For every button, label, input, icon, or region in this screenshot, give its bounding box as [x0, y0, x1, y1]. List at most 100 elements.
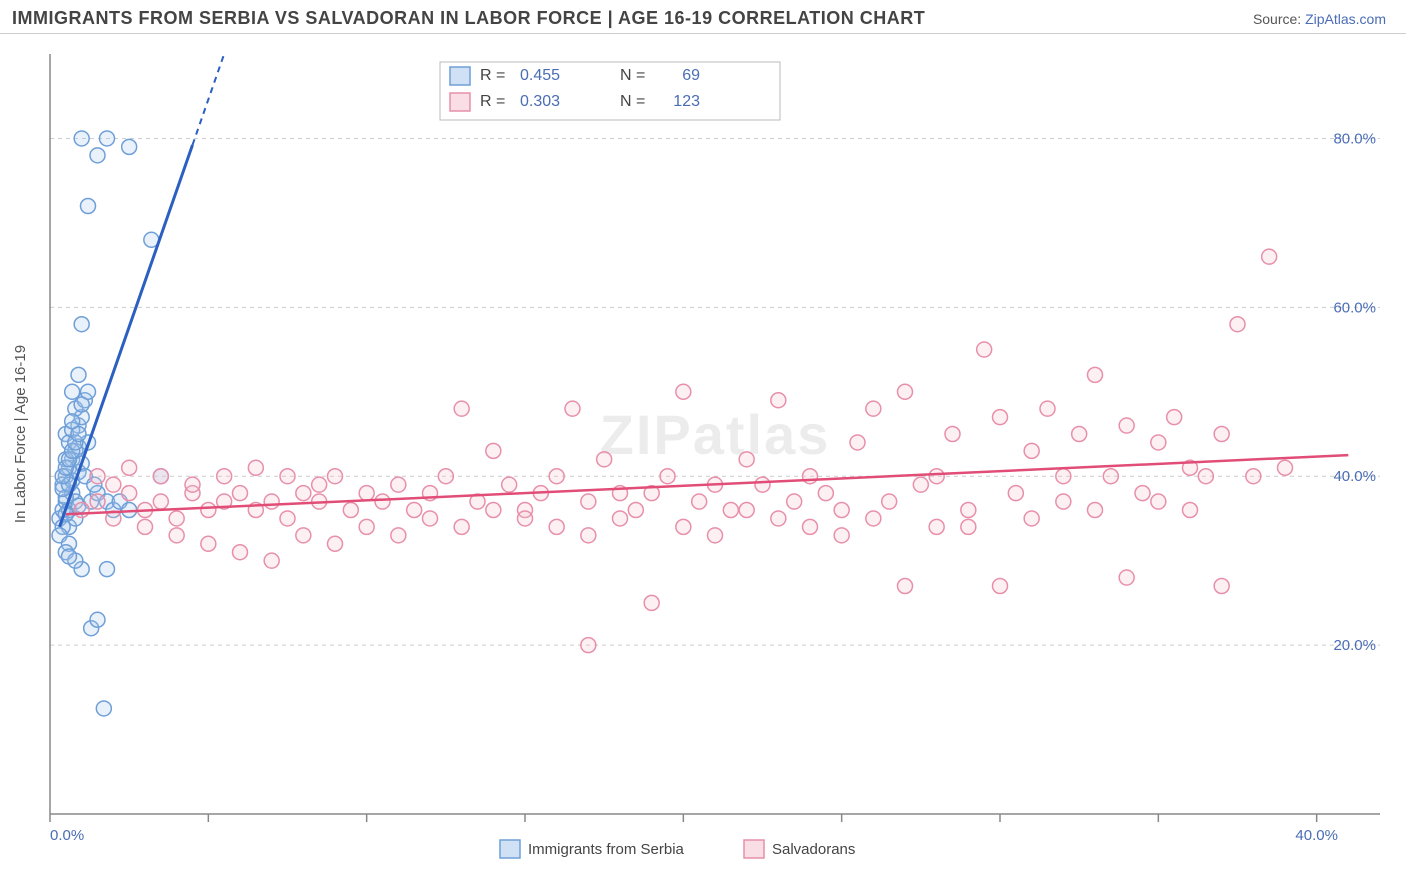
data-point	[549, 469, 564, 484]
data-point	[581, 494, 596, 509]
data-point	[391, 477, 406, 492]
data-point	[787, 494, 802, 509]
legend-n-label: N =	[620, 93, 645, 110]
data-point	[929, 469, 944, 484]
data-point	[328, 469, 343, 484]
data-point	[628, 503, 643, 518]
data-point	[1040, 401, 1055, 416]
data-point	[153, 469, 168, 484]
data-point	[71, 367, 86, 382]
data-point	[138, 519, 153, 534]
data-point	[1278, 460, 1293, 475]
data-point	[739, 452, 754, 467]
data-point	[375, 494, 390, 509]
data-point	[1214, 579, 1229, 594]
data-point	[233, 486, 248, 501]
data-point	[296, 486, 311, 501]
data-point	[708, 528, 723, 543]
data-point	[122, 486, 137, 501]
data-point	[723, 503, 738, 518]
data-point	[613, 511, 628, 526]
legend-r-value: 0.455	[520, 67, 560, 84]
y-tick-label: 40.0%	[1333, 468, 1376, 485]
legend-n-value: 69	[682, 67, 700, 84]
source-label: Source:	[1253, 11, 1301, 27]
data-point	[834, 528, 849, 543]
legend-n-value: 123	[673, 93, 700, 110]
data-point	[692, 494, 707, 509]
data-point	[90, 469, 105, 484]
legend-swatch	[450, 93, 470, 111]
data-point	[185, 477, 200, 492]
data-point	[454, 401, 469, 416]
data-point	[882, 494, 897, 509]
data-point	[169, 528, 184, 543]
data-point	[248, 460, 263, 475]
footer-legend-swatch	[744, 840, 764, 858]
data-point	[739, 503, 754, 518]
data-point	[71, 427, 86, 442]
data-point	[1246, 469, 1261, 484]
data-point	[581, 638, 596, 653]
data-point	[359, 486, 374, 501]
data-point	[1103, 469, 1118, 484]
data-point	[993, 410, 1008, 425]
y-tick-label: 80.0%	[1333, 130, 1376, 147]
data-point	[391, 528, 406, 543]
data-point	[328, 536, 343, 551]
data-point	[1056, 494, 1071, 509]
data-point	[343, 503, 358, 518]
data-point	[866, 401, 881, 416]
data-point	[169, 511, 184, 526]
data-point	[866, 511, 881, 526]
data-point	[1151, 435, 1166, 450]
data-point	[1119, 418, 1134, 433]
footer-legend-label: Immigrants from Serbia	[528, 841, 685, 858]
data-point	[96, 701, 111, 716]
data-point	[264, 494, 279, 509]
data-point	[803, 519, 818, 534]
source-attribution: Source: ZipAtlas.com	[1253, 11, 1386, 27]
data-point	[153, 494, 168, 509]
data-point	[438, 469, 453, 484]
data-point	[1183, 503, 1198, 518]
data-point	[264, 553, 279, 568]
footer-legend-swatch	[500, 840, 520, 858]
data-point	[100, 562, 115, 577]
data-point	[565, 401, 580, 416]
data-point	[597, 452, 612, 467]
data-point	[977, 342, 992, 357]
data-point	[945, 427, 960, 442]
data-point	[1262, 249, 1277, 264]
data-point	[834, 503, 849, 518]
data-point	[913, 477, 928, 492]
data-point	[898, 384, 913, 399]
data-point	[818, 486, 833, 501]
data-point	[296, 528, 311, 543]
data-point	[233, 545, 248, 560]
data-point	[217, 469, 232, 484]
data-point	[90, 612, 105, 627]
data-point	[423, 511, 438, 526]
data-point	[771, 393, 786, 408]
data-point	[850, 435, 865, 450]
data-point	[359, 519, 374, 534]
data-point	[201, 503, 216, 518]
data-point	[549, 519, 564, 534]
data-point	[1008, 486, 1023, 501]
data-point	[74, 503, 89, 518]
data-point	[62, 549, 77, 564]
data-point	[1167, 410, 1182, 425]
data-point	[1214, 427, 1229, 442]
data-point	[312, 477, 327, 492]
data-point	[1151, 494, 1166, 509]
data-point	[660, 469, 675, 484]
data-point	[81, 384, 96, 399]
source-link[interactable]: ZipAtlas.com	[1305, 11, 1386, 27]
data-point	[929, 519, 944, 534]
data-point	[1088, 367, 1103, 382]
data-point	[961, 519, 976, 534]
data-point	[518, 511, 533, 526]
legend-n-label: N =	[620, 67, 645, 84]
data-point	[486, 503, 501, 518]
